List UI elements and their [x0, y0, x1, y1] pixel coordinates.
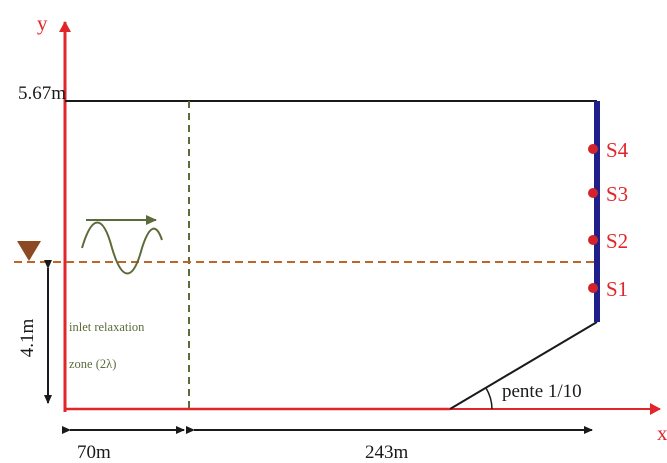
sensor-dot-icon	[588, 144, 598, 154]
sensor-label: S3	[606, 182, 628, 206]
y-axis-label: y	[37, 11, 48, 35]
sensor-s2: S2	[588, 229, 628, 253]
sensor-s3: S3	[588, 182, 628, 206]
domain-width-label: 243m	[365, 442, 409, 463]
sensor-label: S4	[606, 138, 629, 162]
sensor-label: S2	[606, 229, 628, 253]
slope-line	[449, 321, 598, 410]
sensor-label: S1	[606, 277, 628, 301]
relax-zone-label-1: inlet relaxation	[69, 320, 145, 334]
relax-width-label: 70m	[77, 442, 111, 463]
sensor-dot-icon	[588, 283, 598, 293]
relax-zone-label-2: zone (2λ)	[69, 357, 116, 371]
depth-label: 4.1m	[17, 319, 38, 358]
x-axis-label: x	[657, 421, 667, 445]
slope-label: pente 1/10	[502, 381, 582, 402]
down-triangle-icon	[17, 241, 41, 261]
sensor-s4: S4	[588, 138, 629, 162]
top-height-label: 5.67m	[18, 83, 66, 104]
slope-angle-arc	[485, 387, 493, 410]
sensor-dot-icon	[588, 235, 598, 245]
wave-sine-icon	[81, 221, 163, 275]
sensor-dot-icon	[588, 188, 598, 198]
sensor-s1: S1	[588, 277, 628, 301]
